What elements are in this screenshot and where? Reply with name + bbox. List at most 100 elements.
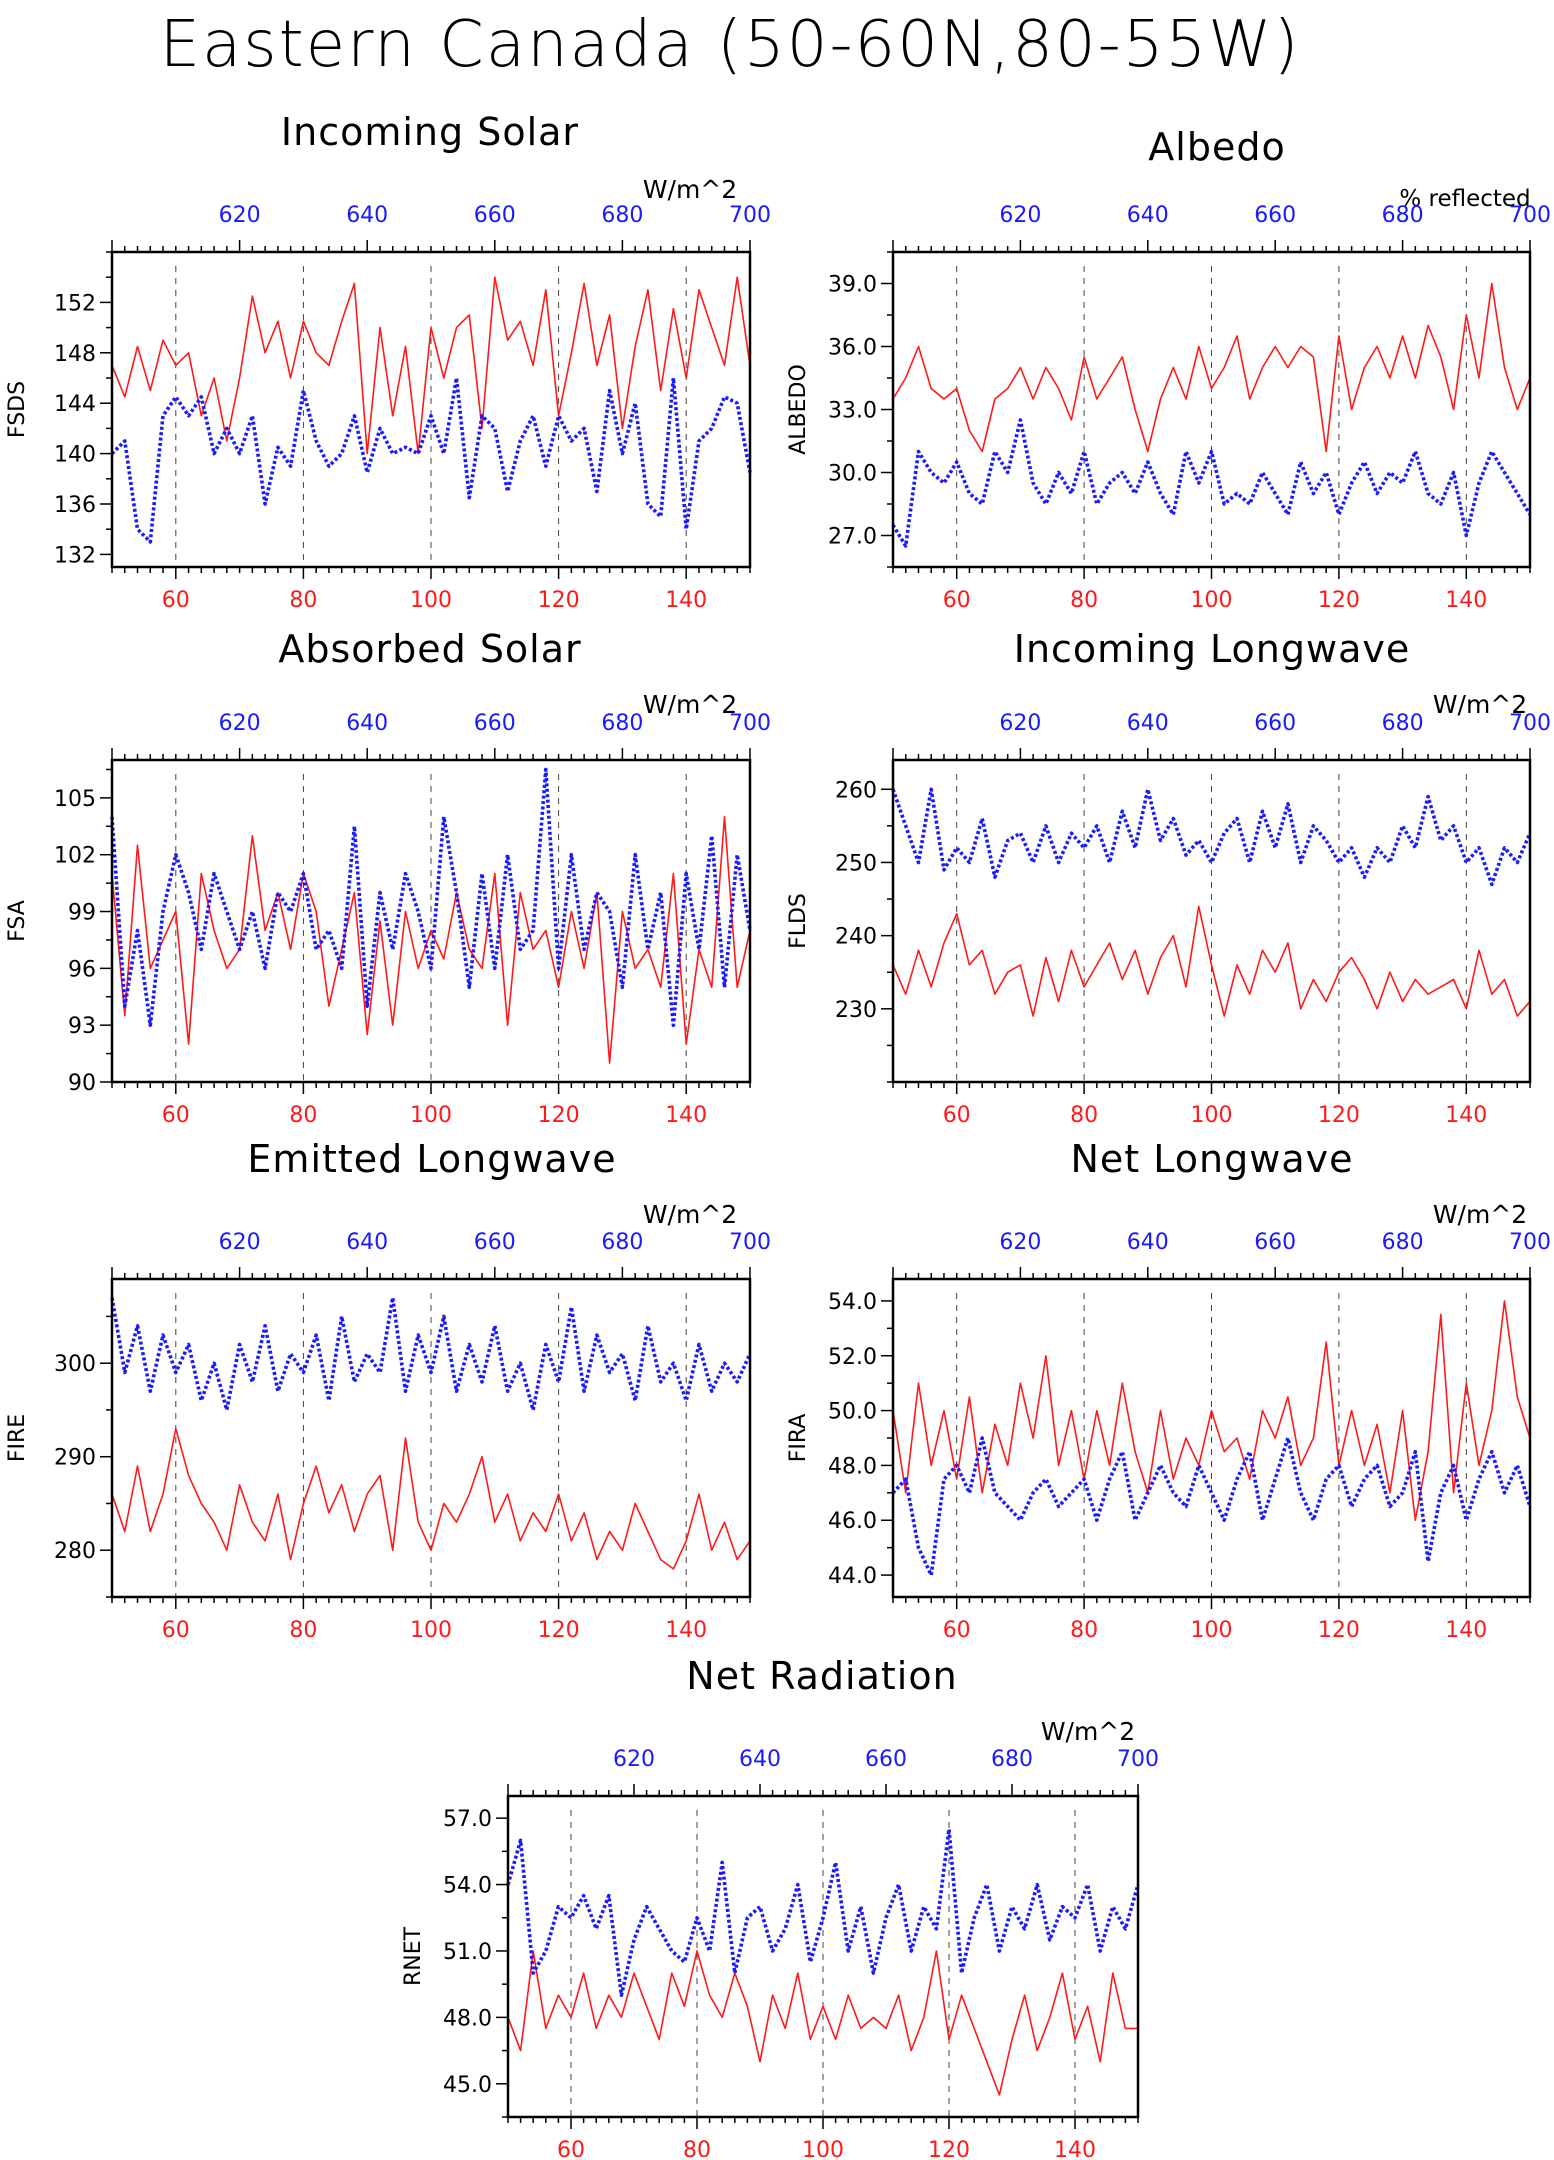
- x-tick-label-top: 660: [1254, 203, 1296, 228]
- x-tick-label-bottom: 140: [1445, 1103, 1487, 1128]
- x-tick-label-bottom: 120: [538, 1103, 580, 1128]
- y-tick-label: 52.0: [828, 1345, 877, 1370]
- y-tick-label: 93: [68, 1014, 96, 1039]
- x-tick-label-bottom: 120: [928, 2138, 970, 2160]
- chart-panel-incoming-solar: Incoming Solar W/m^2 FSDS 132 136 140 144 148 15…: [5, 110, 771, 613]
- x-tick-label-bottom: 80: [1070, 1618, 1098, 1643]
- y-tick-label: 50.0: [828, 1400, 877, 1425]
- y-tick-label: 102: [54, 844, 96, 869]
- x-tick-label-top: 620: [999, 711, 1041, 736]
- series-line-blue: [110, 1295, 752, 1412]
- y-tick-label: 105: [54, 787, 96, 812]
- y-tick-label: 51.0: [443, 1940, 492, 1965]
- x-tick-label-top: 660: [1254, 1230, 1296, 1255]
- series-line-blue: [891, 418, 1532, 548]
- y-tick-label: 48.0: [828, 1454, 877, 1479]
- unit-label: W/m^2: [1433, 1200, 1527, 1229]
- x-tick-label-bottom: 100: [410, 1103, 452, 1128]
- unit-label: % reflected: [1399, 186, 1530, 212]
- series-line-blue: [506, 1827, 1140, 1997]
- x-tick-label-top: 640: [346, 1230, 388, 1255]
- x-tick-label-bottom: 60: [943, 588, 971, 613]
- y-tick-label: 136: [54, 493, 96, 518]
- series-line-red: [892, 1300, 1531, 1521]
- x-tick-label-top: 680: [601, 711, 643, 736]
- x-tick-label-bottom: 100: [1191, 1103, 1233, 1128]
- y-tick-label: 132: [54, 543, 96, 568]
- x-tick-label-bottom: 80: [289, 1103, 317, 1128]
- x-tick-label-bottom: 140: [1054, 2138, 1096, 2160]
- x-tick-label-bottom: 80: [683, 2138, 711, 2160]
- chart-panel-absorbed-solar: Absorbed Solar W/m^2 FSA 90 93 96 99 102 105 60 80…: [5, 627, 771, 1128]
- y-axis-label: ALBEDO: [786, 364, 811, 455]
- x-tick-label-bottom: 80: [289, 588, 317, 613]
- x-tick-label-top: 640: [346, 711, 388, 736]
- y-tick-label: 300: [54, 1352, 96, 1377]
- x-tick-label-bottom: 120: [1318, 588, 1360, 613]
- x-tick-label-top: 680: [1382, 711, 1424, 736]
- x-tick-label-bottom: 60: [162, 588, 190, 613]
- y-tick-label: 99: [68, 901, 96, 926]
- x-tick-label-top: 700: [729, 203, 771, 228]
- y-tick-label: 250: [835, 851, 877, 876]
- y-tick-label: 260: [835, 778, 877, 803]
- x-tick-label-top: 620: [999, 203, 1041, 228]
- x-tick-label-top: 620: [613, 1747, 655, 1772]
- x-tick-label-bottom: 120: [538, 1618, 580, 1643]
- unit-label: W/m^2: [643, 1200, 737, 1229]
- y-tick-label: 36.0: [828, 336, 877, 361]
- chart-panel-albedo: Albedo % reflected ALBEDO 27.0 30.0 33.0 36.0 3…: [786, 125, 1551, 613]
- y-tick-label: 30.0: [828, 462, 877, 487]
- x-tick-label-top: 700: [729, 1230, 771, 1255]
- series-line-blue: [110, 767, 752, 1027]
- panel-title: Albedo: [1148, 125, 1285, 169]
- x-tick-label-bottom: 100: [1191, 588, 1233, 613]
- y-tick-label: 140: [54, 443, 96, 468]
- x-tick-label-top: 680: [601, 203, 643, 228]
- series-line-blue: [891, 787, 1532, 887]
- x-tick-label-top: 620: [999, 1230, 1041, 1255]
- x-tick-label-top: 700: [1509, 711, 1551, 736]
- panel-title: Emitted Longwave: [247, 1137, 616, 1181]
- unit-label: W/m^2: [1041, 1717, 1135, 1746]
- x-tick-label-top: 620: [219, 711, 261, 736]
- x-tick-label-top: 660: [1254, 711, 1296, 736]
- x-tick-label-bottom: 100: [802, 2138, 844, 2160]
- y-tick-label: 45.0: [443, 2073, 492, 2098]
- x-tick-label-bottom: 120: [1318, 1103, 1360, 1128]
- unit-label: W/m^2: [1433, 690, 1527, 719]
- chart-panel-net-longwave: Net Longwave W/m^2 FIRA 44.0 46.0 48.0 50.0 52.…: [786, 1137, 1551, 1643]
- x-tick-label-top: 680: [1382, 203, 1424, 228]
- x-tick-label-top: 700: [1509, 203, 1551, 228]
- y-tick-label: 144: [54, 392, 96, 417]
- panel-title: Net Radiation: [686, 1654, 957, 1698]
- chart-panel-emitted-longwave: Emitted Longwave W/m^2 FIRE 280 290 300 60 80 10…: [5, 1137, 771, 1643]
- main-title: Eastern Canada (50-60N,80-55W): [160, 8, 1301, 82]
- y-tick-label: 27.0: [828, 525, 877, 550]
- y-axis-label: FSA: [5, 900, 30, 942]
- y-tick-label: 148: [54, 342, 96, 367]
- y-tick-label: 54.0: [828, 1290, 877, 1315]
- x-tick-label-top: 660: [474, 1230, 516, 1255]
- x-tick-label-top: 660: [865, 1747, 907, 1772]
- y-tick-label: 280: [54, 1539, 96, 1564]
- y-axis-label: FSDS: [5, 381, 30, 438]
- x-tick-label-bottom: 60: [557, 2138, 585, 2160]
- y-axis-label: FLDS: [786, 893, 811, 949]
- x-tick-label-top: 660: [474, 203, 516, 228]
- y-tick-label: 46.0: [828, 1509, 877, 1534]
- y-tick-label: 230: [835, 998, 877, 1023]
- chart-panel-incoming-longwave: Incoming Longwave W/m^2 FLDS 230 240 250 260 60…: [786, 627, 1551, 1128]
- x-tick-label-top: 680: [991, 1747, 1033, 1772]
- series-line-blue: [891, 1436, 1532, 1577]
- x-tick-label-bottom: 140: [1445, 1618, 1487, 1643]
- x-tick-label-bottom: 140: [1445, 588, 1487, 613]
- series-line-red: [892, 282, 1531, 453]
- x-tick-label-bottom: 140: [665, 588, 707, 613]
- series-line-red: [111, 815, 751, 1064]
- x-tick-label-bottom: 60: [943, 1618, 971, 1643]
- series-line-red: [507, 1950, 1138, 2096]
- y-tick-label: 96: [68, 957, 96, 982]
- x-tick-label-top: 660: [474, 711, 516, 736]
